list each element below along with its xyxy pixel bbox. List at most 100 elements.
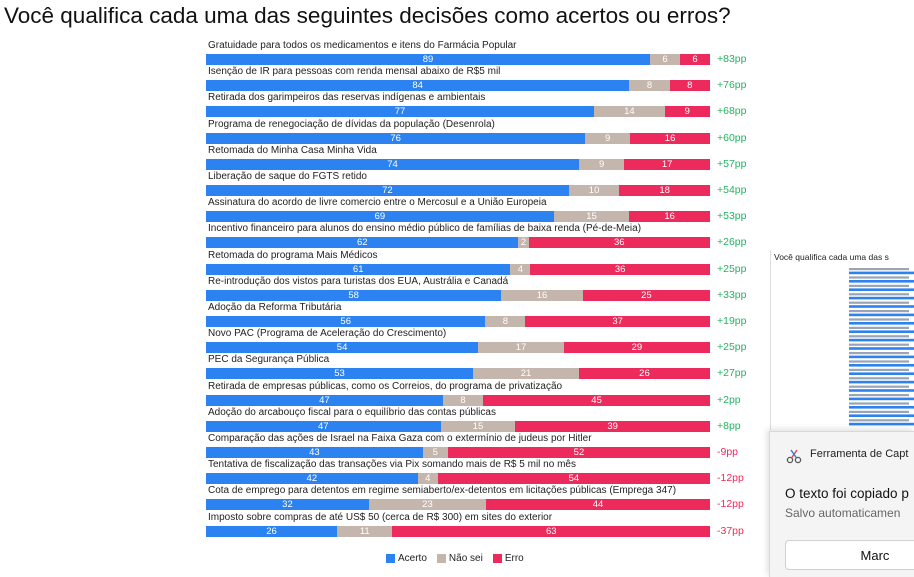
net-difference-label: +60pp <box>717 131 747 144</box>
thumbnail-preview <box>849 268 914 426</box>
bar-segment-erro <box>486 499 710 511</box>
bar-value-nao-sei: 17 <box>515 342 527 354</box>
bar-segment-erro <box>578 368 710 380</box>
bar-value-acerto: 58 <box>348 289 359 301</box>
legend-swatch-nao-sei <box>436 554 446 563</box>
bar-segment-acerto <box>206 394 443 406</box>
bar-value-erro: 39 <box>607 420 618 432</box>
bar-segment-erro <box>669 80 710 92</box>
thumbnail-bar <box>849 313 914 317</box>
thumbnail-label-line <box>849 352 909 355</box>
bar-segment-nao-sei <box>553 211 630 223</box>
legend-label-nao-sei: Não sei <box>448 553 483 564</box>
thumbnail-bar <box>849 280 914 283</box>
toast-app-name: Ferramenta de Capt <box>810 448 909 460</box>
bar-value-nao-sei: 5 <box>432 447 438 458</box>
thumbnail-bar <box>849 372 914 375</box>
net-difference-label: +33pp <box>717 288 747 301</box>
bar-value-erro: 16 <box>664 211 675 223</box>
bar-value-acerto: 47 <box>317 420 329 432</box>
bar-value-acerto: 54 <box>336 342 348 354</box>
bar-value-acerto: 76 <box>390 132 401 144</box>
bar-segment-nao-sei <box>629 80 670 92</box>
net-difference-label: -37pp <box>717 524 744 537</box>
legend-item-nao-sei: Não sei <box>436 553 483 564</box>
bar-value-erro: 44 <box>592 499 604 511</box>
bar-value-nao-sei: 8 <box>646 80 653 92</box>
bar-segment-acerto <box>206 106 595 118</box>
net-difference-label: +2pp <box>717 393 741 406</box>
bar-segment-erro <box>530 263 710 275</box>
legend-item-acerto: Acerto <box>386 553 427 564</box>
thumbnail-label-line <box>849 402 909 405</box>
thumbnail-bar <box>849 305 914 308</box>
bar-segment-erro <box>680 54 710 65</box>
bar-segment-erro <box>392 525 710 537</box>
thumbnail-title: Você qualifica cada uma das s <box>774 252 889 262</box>
bar-value-nao-sei: 2 <box>520 237 527 249</box>
bar-segment-nao-sei <box>473 368 579 380</box>
bar-value-erro: 17 <box>661 158 673 170</box>
thumbnail-label-line <box>849 284 909 287</box>
bar-value-nao-sei: 9 <box>605 132 611 144</box>
net-difference-label: +25pp <box>717 262 747 275</box>
bar-segment-acerto <box>206 525 338 537</box>
bar-value-nao-sei: 16 <box>536 289 548 301</box>
bar-segment-nao-sei <box>594 106 665 118</box>
category-label: Re-introdução dos vistos para turistas d… <box>208 275 509 287</box>
legend-label-acerto: Acerto <box>398 553 427 564</box>
bar-segment-nao-sei <box>368 499 486 511</box>
bar-segment-erro <box>582 289 710 301</box>
thumbnail-bar <box>849 322 914 325</box>
bar-segment-nao-sei <box>442 394 484 406</box>
thumbnail-bar <box>849 296 914 300</box>
bar-value-nao-sei: 4 <box>425 473 431 485</box>
bar-value-acerto: 26 <box>266 525 277 537</box>
category-label: Isenção de IR para pessoas com renda men… <box>208 66 501 78</box>
thumbnail-label-line <box>849 293 909 296</box>
net-difference-label: +25pp <box>717 341 747 354</box>
bar-segment-nao-sei <box>501 289 583 301</box>
thumbnail-label-line <box>849 410 909 413</box>
bar-value-erro: 37 <box>612 316 623 327</box>
bar-value-erro: 54 <box>568 473 580 485</box>
bar-segment-erro <box>483 394 710 406</box>
thumbnail-label-line <box>849 394 909 397</box>
thumbnail-bar <box>849 347 914 350</box>
bar-segment-nao-sei <box>485 316 526 327</box>
bar-value-acerto: 72 <box>382 185 393 196</box>
bar-segment-erro <box>563 342 710 354</box>
thumbnail-label-line <box>849 318 909 321</box>
thumbnail-bar <box>849 389 914 392</box>
toast-sub-message: Salvo automaticamen <box>785 506 901 520</box>
thumbnail-bar <box>849 338 914 342</box>
thumbnail-label-line <box>849 268 909 271</box>
thumbnail-label-line <box>849 360 909 363</box>
net-difference-label: -12pp <box>717 472 744 485</box>
bar-value-acerto: 32 <box>282 499 293 511</box>
bar-segment-nao-sei <box>337 525 393 537</box>
category-label: Adoção da Reforma Tributária <box>208 302 342 313</box>
thumbnail-bar <box>849 364 914 367</box>
markup-button[interactable]: Marc <box>785 540 914 570</box>
net-difference-label: -12pp <box>717 498 744 511</box>
bar-value-nao-sei: 15 <box>472 420 484 432</box>
net-difference-label: +8pp <box>717 419 741 432</box>
bar-segment-acerto <box>206 368 474 380</box>
bar-value-erro: 29 <box>631 342 643 354</box>
snip-thumbnail[interactable]: Você qualifica cada uma das s <box>770 250 914 430</box>
bar-value-nao-sei: 21 <box>520 368 532 380</box>
bar-value-erro: 52 <box>573 447 585 458</box>
bar-value-nao-sei: 8 <box>502 316 509 327</box>
snipping-tool-notification[interactable]: Ferramenta de Capt O texto foi copiado p… <box>769 431 914 577</box>
bar-value-erro: 26 <box>639 368 650 380</box>
thumbnail-label-line <box>849 301 909 304</box>
bar-segment-nao-sei <box>422 447 448 458</box>
bar-value-erro: 6 <box>692 54 698 65</box>
category-label: Incentivo financeiro para alunos do ensi… <box>208 223 642 235</box>
bar-segment-acerto <box>206 473 418 485</box>
net-difference-label: -9pp <box>717 446 739 458</box>
bar-segment-nao-sei <box>518 237 529 249</box>
bar-value-nao-sei: 6 <box>662 54 668 65</box>
bar-segment-erro <box>437 473 710 485</box>
